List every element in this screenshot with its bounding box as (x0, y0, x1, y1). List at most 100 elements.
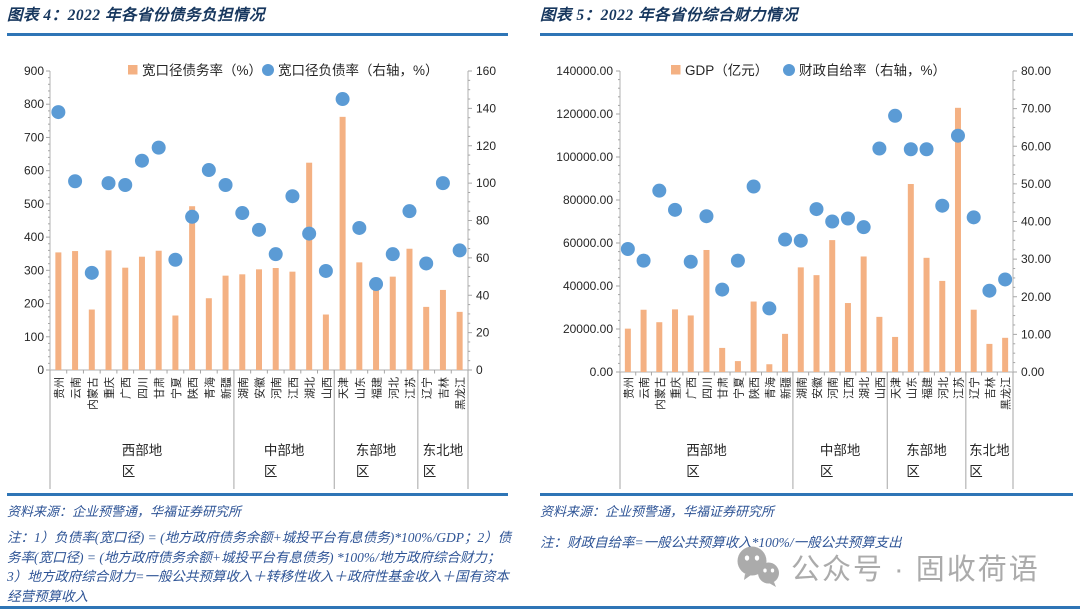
bar (829, 240, 836, 372)
bar (189, 206, 196, 370)
scatter-dot (636, 253, 651, 268)
region-label: 东部地 (356, 443, 397, 458)
bar (72, 251, 79, 370)
left-axis-label: 500 (24, 197, 44, 211)
x-category-label: 江苏 (952, 377, 965, 399)
x-category-label: 宁夏 (731, 377, 745, 399)
x-category-label: 安徽 (253, 377, 267, 399)
scatter-dot (903, 142, 918, 157)
region-label: 东北地 (969, 443, 1010, 458)
left-axis-label: 800 (24, 97, 44, 111)
scatter-dot (452, 243, 467, 258)
scatter-dot (168, 252, 183, 267)
bar (656, 322, 663, 372)
legend-dot-label: 宽口径负债率（右轴，%） (278, 62, 439, 78)
x-category-label: 河南 (827, 377, 840, 399)
left-axis-label: 900 (24, 64, 44, 78)
scatter-dot (840, 211, 855, 226)
wechat-icon (737, 546, 779, 587)
bar (923, 257, 930, 372)
x-category-label: 山西 (874, 377, 887, 399)
title-rule-right (540, 33, 1073, 36)
scatter-dot (268, 247, 283, 262)
bar (860, 256, 867, 372)
scatter-dot (966, 210, 981, 225)
bar (907, 184, 914, 372)
scatter-dot (218, 177, 233, 192)
bar (322, 314, 329, 370)
legend-dot-label: 财政自给率（右轴，%） (799, 62, 946, 78)
x-category-label: 河南 (270, 377, 283, 399)
scatter-dot (935, 198, 950, 213)
x-category-label: 山西 (320, 377, 333, 399)
scatter-dot (888, 108, 903, 123)
fiscal-strength-chart: 0.00 20000.00 40000.00 60000.00 80000.00 1000… (556, 62, 1051, 489)
right-axis-label: 120 (476, 139, 496, 153)
scatter-dot (919, 142, 934, 157)
right-axis-label: 100 (476, 176, 496, 190)
scatter-dot (950, 128, 965, 143)
scatter-dot (201, 163, 216, 178)
x-category-label: 辽宁 (967, 377, 981, 399)
legend-dot-marker (783, 64, 795, 76)
scatter-dot (302, 226, 317, 241)
x-category-label: 山东 (905, 377, 918, 399)
scatter-dot (68, 174, 83, 189)
bar (373, 288, 380, 370)
bar (766, 364, 773, 372)
scatter-dot (419, 256, 434, 271)
panel-rule-left (7, 493, 508, 496)
bar (356, 262, 363, 370)
right-axis-label: 70.00 (1021, 102, 1051, 116)
scatter-dot (746, 179, 761, 194)
bar (456, 311, 463, 370)
scatter-dot (352, 220, 367, 235)
x-category-label: 江西 (287, 377, 300, 399)
region-label: 区 (820, 464, 834, 479)
bar (813, 275, 820, 372)
x-category-label: 新疆 (779, 377, 793, 399)
bar (954, 107, 961, 373)
footnote-left: 注：1）负债率(宽口径) = (地方政府债务余额+城投平台有息债务)*100%/… (7, 530, 512, 604)
x-category-label: 内蒙古 (85, 377, 99, 410)
region-label: 东部地 (906, 443, 947, 458)
scatter-dot (118, 177, 133, 192)
scatter-dot (185, 209, 200, 224)
x-category-label: 四川 (702, 377, 714, 399)
x-category-label: 福建 (920, 377, 934, 399)
scatter-dot (252, 222, 266, 237)
bar (222, 275, 229, 370)
left-axis-label: 100 (24, 330, 44, 344)
bar (138, 256, 145, 370)
legend-bar-label: GDP（亿元） (685, 63, 768, 78)
scatter-dot (435, 176, 450, 191)
right-axis-label: 0 (476, 363, 483, 377)
x-category-label: 辽宁 (420, 377, 434, 399)
bar (105, 250, 112, 370)
scatter-dot (101, 176, 116, 191)
region-label: 区 (122, 464, 136, 479)
bar (640, 309, 647, 372)
bar (844, 303, 851, 372)
bar (122, 267, 129, 370)
bar (272, 268, 279, 370)
bar (703, 249, 710, 372)
debt-burden-chart: 0 100 200 300 400 500 600 700 800 900 0 20 40 60 80 100… (24, 62, 496, 489)
x-category-label: 陕西 (186, 377, 200, 399)
x-category-label: 天津 (337, 377, 350, 399)
bar (389, 276, 396, 370)
right-axis-label: 40.00 (1021, 215, 1051, 229)
footnote-right: 注：财政自给率=一般公共预算收入*100%/一般公共预算支出 (540, 535, 902, 550)
scatter-dot (793, 233, 808, 248)
x-category-label: 重庆 (669, 377, 683, 399)
left-axis-label: 700 (24, 130, 44, 144)
x-category-label: 云南 (638, 377, 651, 399)
left-axis-label: 60000.00 (563, 236, 613, 250)
left-axis-label: 400 (24, 230, 44, 244)
region-label: 中部地 (264, 443, 305, 458)
bar (734, 361, 741, 372)
scatter-dot (762, 301, 777, 316)
x-category-label: 河北 (937, 377, 950, 399)
bar (672, 309, 679, 372)
x-category-label: 吉林 (436, 377, 450, 399)
